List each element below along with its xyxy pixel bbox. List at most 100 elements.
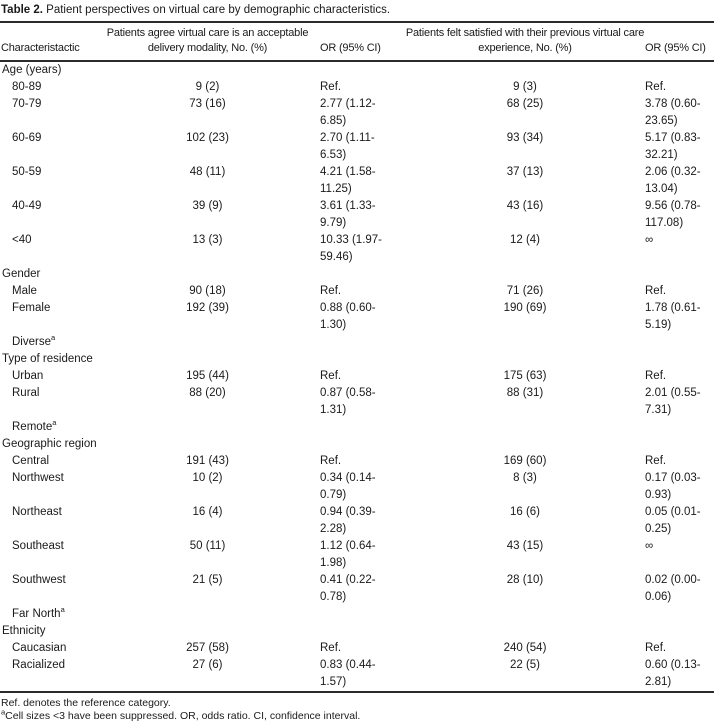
cell-n-satisfied <box>405 606 645 623</box>
cell-n-agree: 90 (18) <box>189 285 226 297</box>
row-label: Diversea <box>0 334 95 351</box>
data-row: Remotea <box>0 419 714 436</box>
row-label-text: Racialized <box>12 659 66 671</box>
cell-n-satisfied: 43 (16) <box>506 200 544 212</box>
row-label-text: Remote <box>12 421 53 433</box>
footnote-a-text: Cell sizes <3 have been suppressed. OR, … <box>5 709 361 722</box>
row-label-text: Central <box>12 455 50 467</box>
data-row: Diversea <box>0 334 714 351</box>
cell-or-satisfied: 3.78 (0.60-23.65) <box>645 98 701 127</box>
row-label: 50-59 <box>0 164 95 198</box>
cell-n-satisfied: 175 (63) <box>503 370 547 382</box>
cell-or-satisfied: 5.17 (0.83-32.21) <box>645 132 701 161</box>
row-label: 60-69 <box>0 130 95 164</box>
cell-or-satisfied: 1.78 (0.61-5.19) <box>645 302 701 331</box>
cell-or-satisfied: Ref. <box>645 642 667 654</box>
row-label-text: Female <box>12 302 51 314</box>
data-row: Northwest 10 (2) 0.34 (0.14-0.79) 8 (3) 0.17… <box>0 470 714 504</box>
footnote-ref: Ref. denotes the reference category. <box>1 697 171 709</box>
row-label: Female <box>0 300 95 334</box>
footnote-a: aCell sizes <3 have been suppressed. OR,… <box>1 707 712 722</box>
row-label-text: Southwest <box>12 574 66 586</box>
cell-n-satisfied: 22 (5) <box>509 659 541 671</box>
row-label: Male <box>0 283 95 300</box>
section-row: Type of residence <box>0 351 714 368</box>
table-caption-number: Table 2. <box>1 4 43 16</box>
cell-n-satisfied: 43 (15) <box>506 540 544 552</box>
col-header-characteristic: Characteristactic <box>0 21 95 62</box>
cell-or-satisfied: 0.60 (0.13-2.81) <box>645 659 701 688</box>
cell-n-agree: 102 (23) <box>186 132 229 144</box>
cell-or-satisfied: 0.17 (0.03-0.93) <box>645 472 701 501</box>
cell-n-agree <box>95 334 320 351</box>
cell-or-agree: 0.87 (0.58-1.31) <box>320 387 376 416</box>
cell-or-satisfied: Ref. <box>645 285 667 297</box>
row-label-text: Urban <box>12 370 44 382</box>
cell-n-agree: 16 (4) <box>192 506 223 518</box>
data-row: Central 191 (43) Ref. 169 (60) Ref. <box>0 453 714 470</box>
cell-or-agree <box>320 606 405 623</box>
data-row: Racialized 27 (6) 0.83 (0.44-1.57) 22 (5) 0.… <box>0 657 714 692</box>
cell-n-satisfied: 9 (3) <box>513 81 537 93</box>
cell-or-agree: 0.83 (0.44-1.57) <box>320 659 376 688</box>
cell-n-agree: 257 (58) <box>186 642 229 654</box>
col-header-agree-modality: Patients agree virtual care is an accept… <box>95 21 320 62</box>
cell-n-satisfied: 190 (69) <box>503 302 547 314</box>
row-label: 70-79 <box>0 96 95 130</box>
row-label-text: Southeast <box>12 540 64 552</box>
col-header-satisfied: Patients felt satisfied with their previ… <box>405 21 645 62</box>
row-label: Racialized <box>0 657 95 692</box>
cell-or-agree: 1.12 (0.64-1.98) <box>320 540 376 569</box>
col-header-or-agree: OR (95% CI) <box>320 21 405 62</box>
cell-or-satisfied <box>645 606 714 623</box>
cell-n-satisfied: 71 (26) <box>506 285 544 297</box>
cell-n-satisfied: 28 (10) <box>506 574 544 586</box>
row-label-text: Far North <box>12 608 61 620</box>
cell-n-satisfied: 68 (25) <box>506 98 544 110</box>
section-label: Ethnicity <box>2 625 46 637</box>
cell-or-agree: 4.21 (1.58-11.25) <box>320 166 376 195</box>
cell-n-agree: 48 (11) <box>189 166 226 178</box>
cell-n-satisfied: 240 (54) <box>503 642 547 654</box>
data-row: 60-69 102 (23) 2.70 (1.11-6.53) 93 (34) 5.17… <box>0 130 714 164</box>
row-label-text: Diverse <box>12 336 51 348</box>
data-row: Southwest 21 (5) 0.41 (0.22-0.78) 28 (10) 0.… <box>0 572 714 606</box>
suppressed-marker: a <box>52 418 57 428</box>
section-label: Geographic region <box>2 438 97 450</box>
row-label: Central <box>0 453 95 470</box>
cell-n-agree: 191 (43) <box>186 455 229 467</box>
cell-n-satisfied: 12 (4) <box>509 234 541 246</box>
cell-or-satisfied: ∞ <box>645 540 654 552</box>
row-label-text: Male <box>12 285 37 297</box>
data-row: <40 13 (3) 10.33 (1.97-59.46) 12 (4) ∞ <box>0 232 714 266</box>
cell-or-agree <box>320 419 405 436</box>
row-label: Urban <box>0 368 95 385</box>
row-label-text: Caucasian <box>12 642 67 654</box>
cell-or-satisfied: Ref. <box>645 370 667 382</box>
cell-or-agree: 0.41 (0.22-0.78) <box>320 574 376 603</box>
footnote-a-marker: a <box>1 707 6 716</box>
data-row: Caucasian 257 (58) Ref. 240 (54) Ref. <box>0 640 714 657</box>
suppressed-marker: a <box>60 605 65 615</box>
cell-n-agree: 13 (3) <box>192 234 223 246</box>
data-row: Male 90 (18) Ref. 71 (26) Ref. <box>0 283 714 300</box>
cell-or-agree <box>320 334 405 351</box>
row-label-text: Northeast <box>12 506 62 518</box>
cell-or-agree: Ref. <box>320 455 342 467</box>
row-label-text: 70-79 <box>12 98 42 110</box>
cell-n-agree: 39 (9) <box>192 200 223 212</box>
cell-n-satisfied: 37 (13) <box>506 166 544 178</box>
cell-n-agree <box>95 606 320 623</box>
cell-n-agree: 50 (11) <box>189 540 226 552</box>
row-label-text: 80-89 <box>12 81 42 93</box>
row-label-text: 60-69 <box>12 132 42 144</box>
data-row: 50-59 48 (11) 4.21 (1.58-11.25) 37 (13) 2.06… <box>0 164 714 198</box>
section-label: Age (years) <box>2 64 62 76</box>
cell-or-agree: 0.34 (0.14-0.79) <box>320 472 376 501</box>
cell-or-satisfied: Ref. <box>645 81 667 93</box>
row-label: Southwest <box>0 572 95 606</box>
cell-or-agree: 3.61 (1.33-9.79) <box>320 200 376 229</box>
table-caption-text: Patient perspectives on virtual care by … <box>46 4 391 16</box>
data-row: Far Northa <box>0 606 714 623</box>
